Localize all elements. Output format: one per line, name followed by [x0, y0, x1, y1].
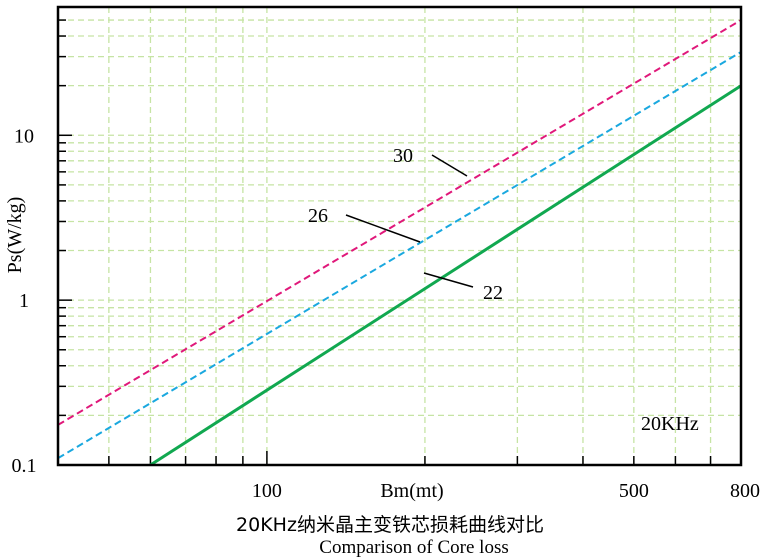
plot-frame [56, 5, 743, 467]
y-tick-label: 1 [19, 290, 29, 312]
x-axis-label: Bm(mt) [380, 480, 443, 502]
leader-line-30 [431, 154, 468, 177]
series-line-30 [58, 19, 741, 426]
series-label-26: 26 [308, 205, 328, 227]
series-label-30: 30 [393, 145, 413, 167]
x-tick-label: 100 [252, 480, 282, 502]
leader-line-26 [345, 214, 421, 243]
y-tick-labels: 0.1 1 10 [12, 125, 37, 477]
frequency-annotation: 20KHz [641, 413, 699, 435]
y-tick-label: 10 [14, 125, 34, 147]
x-tick-label: 800 [730, 480, 760, 502]
series-line-22 [149, 84, 741, 465]
axis-ticks [58, 19, 712, 465]
grid [58, 7, 741, 465]
series-label-22: 22 [483, 282, 503, 304]
series-line-26 [58, 51, 741, 460]
chart-title-cn: 20KHz纳米晶主变铁芯损耗曲线对比 [236, 514, 544, 536]
x-tick-labels: 100 500 800 [252, 480, 760, 502]
y-axis-label: Ps(W/kg) [4, 197, 26, 274]
x-tick-label: 500 [619, 480, 649, 502]
chart-title-en: Comparison of Core loss [319, 537, 508, 558]
leader-line-22 [423, 272, 474, 288]
y-tick-label: 0.1 [12, 455, 37, 477]
series-lines [58, 19, 741, 465]
